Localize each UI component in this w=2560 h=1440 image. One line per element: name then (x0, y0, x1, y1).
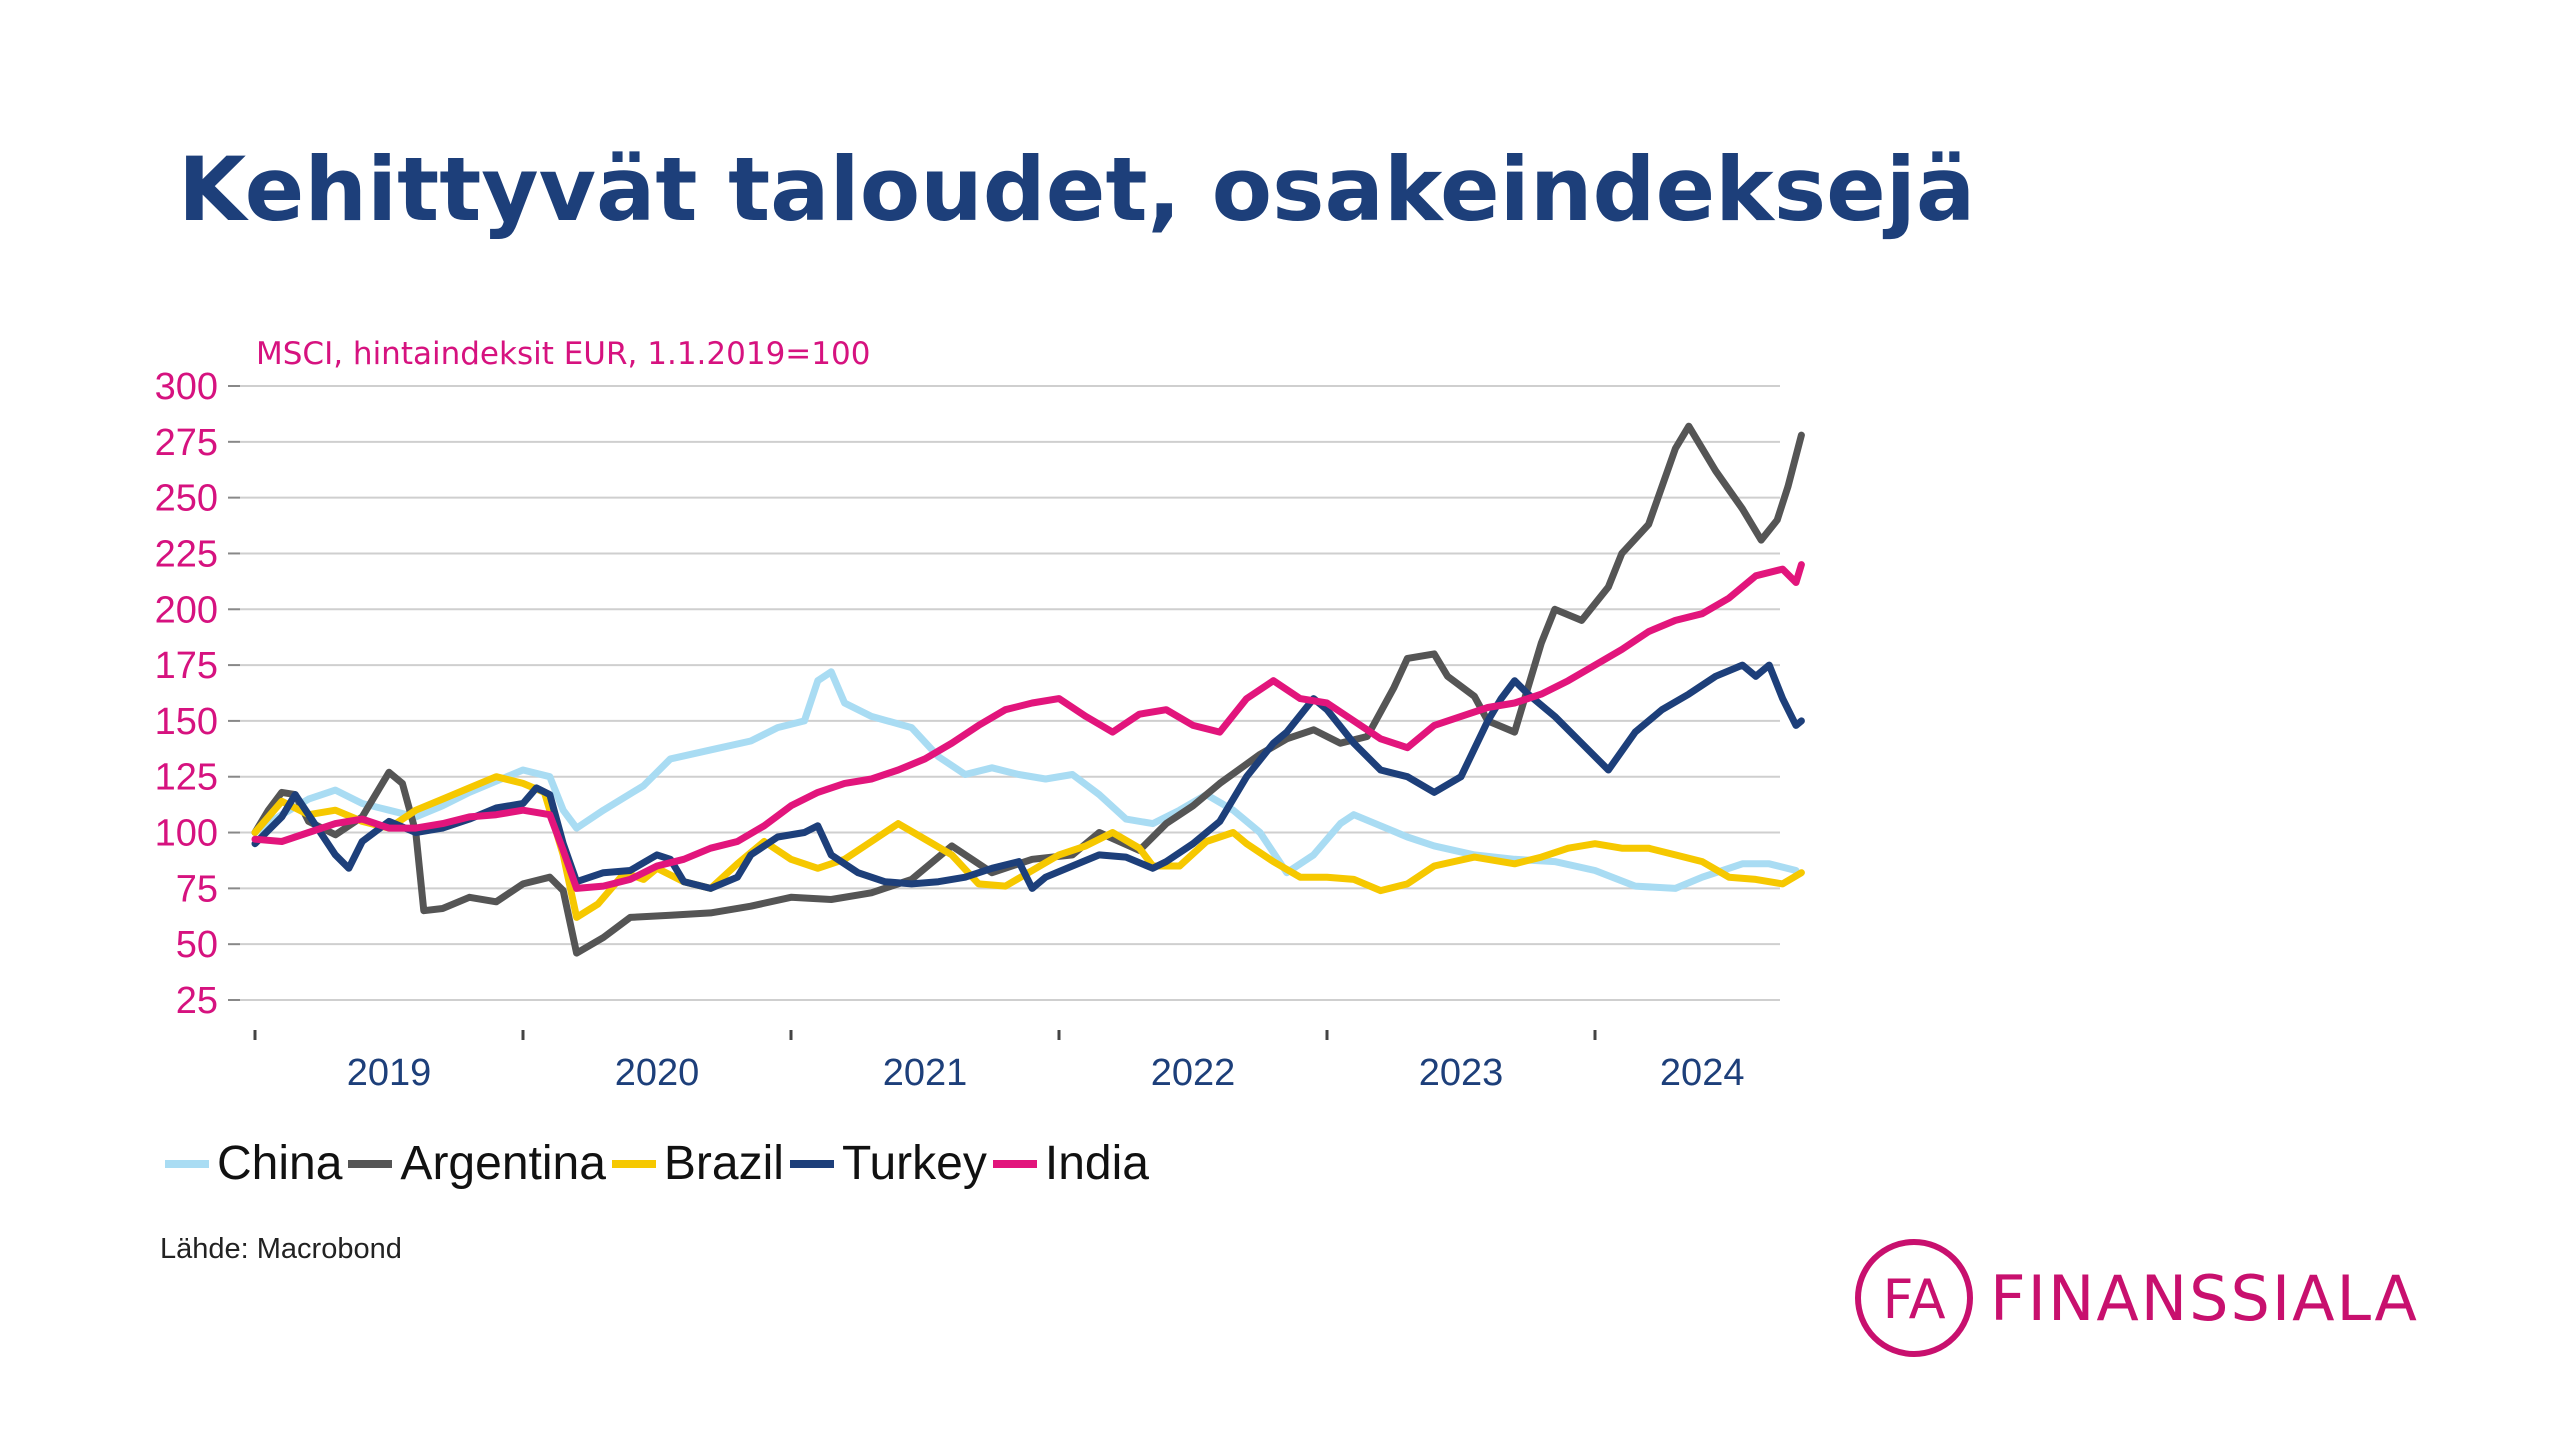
y-axis-ticks: 300 275 250 225 200 175 150 125 100 75 50 25 (155, 366, 240, 1022)
y-tick-label: 50 (176, 924, 218, 966)
x-tick-label: 2022 (1151, 1052, 1236, 1094)
legend-label: India (1044, 1137, 1149, 1190)
y-tick-label: 75 (176, 868, 218, 910)
y-tick-label: 125 (155, 757, 218, 799)
legend-label: Argentina (400, 1137, 606, 1190)
y-tick-label: 175 (155, 645, 218, 687)
legend-item-argentina: Argentina (348, 1136, 611, 1191)
y-tick-label: 250 (155, 478, 218, 520)
fa-logo-icon: FA (1855, 1239, 1973, 1357)
chart-legend: China Argentina Brazil Turkey India (165, 1136, 1155, 1191)
y-tick-label: 25 (176, 980, 218, 1022)
logo-mark-text: FA (1882, 1268, 1945, 1331)
x-tick-label: 2023 (1419, 1052, 1504, 1094)
legend-label: Brazil (663, 1137, 784, 1190)
legend-label: China (217, 1137, 343, 1190)
legend-item-brazil: Brazil (611, 1136, 790, 1191)
series-line-india (251, 561, 1805, 892)
legend-swatch (789, 1159, 834, 1168)
legend-item-turkey: Turkey (789, 1136, 993, 1191)
legend-item-china: China (165, 1136, 348, 1191)
legend-swatch (992, 1159, 1037, 1168)
y-tick-label: 100 (155, 813, 218, 855)
x-axis-ticks: 2019 2020 2021 2022 2023 2024 (253, 1030, 1745, 1094)
series-line-brazil (251, 773, 1805, 921)
y-tick-label: 300 (155, 366, 218, 408)
page-title: Kehittyvät taloudet, osakeindeksejä (178, 138, 1976, 241)
legend-label: Turkey (841, 1137, 987, 1190)
logo-text: FINANSSIALA (1990, 1261, 2419, 1335)
chart-subtitle: MSCI, hintaindeksit EUR, 1.1.2019=100 (256, 336, 871, 372)
series-line-turkey (251, 661, 1805, 892)
legend-swatch (611, 1159, 656, 1168)
x-tick-label: 2024 (1660, 1052, 1745, 1094)
legend-swatch (165, 1159, 209, 1168)
y-tick-label: 200 (155, 589, 218, 631)
y-tick-label: 150 (155, 701, 218, 743)
series-lines (251, 422, 1805, 957)
x-tick-label: 2021 (883, 1052, 968, 1094)
legend-swatch (348, 1159, 393, 1168)
grid-lines (240, 385, 1780, 1001)
x-tick-label: 2019 (347, 1052, 432, 1094)
finanssiala-logo: FA FINANSSIALA (1852, 1236, 2419, 1360)
legend-item-india: India (992, 1136, 1155, 1191)
x-tick-label: 2020 (615, 1052, 700, 1094)
y-tick-label: 275 (155, 422, 218, 464)
y-tick-label: 225 (155, 533, 218, 575)
source-note: Lähde: Macrobond (160, 1233, 402, 1265)
